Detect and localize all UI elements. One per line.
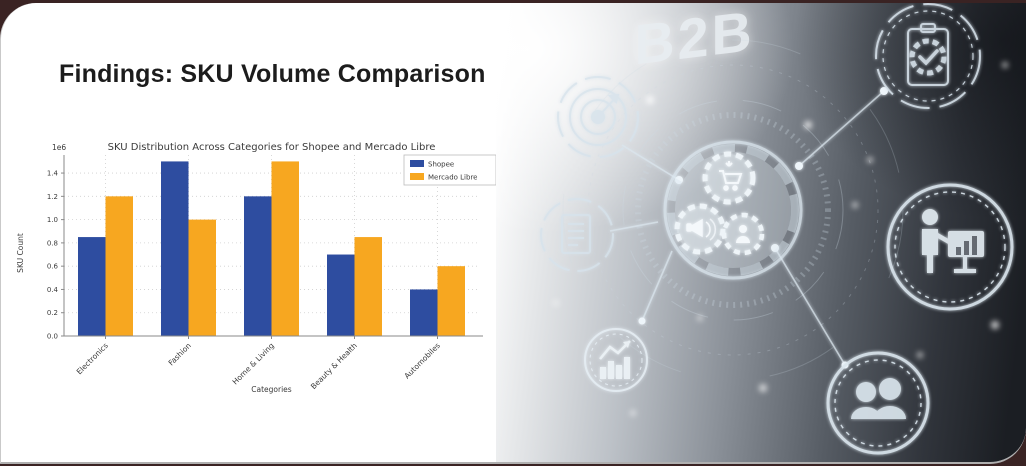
- hub-cart-gear-icon: [702, 151, 756, 205]
- hub-person-gear-icon: [721, 212, 765, 256]
- clipboard-check-icon: [875, 3, 981, 109]
- svg-text:Home & Living: Home & Living: [231, 341, 276, 386]
- bar-shopee: [327, 254, 355, 336]
- team-icon: [826, 351, 930, 455]
- svg-text:Beauty & Health: Beauty & Health: [309, 341, 359, 391]
- bar-mercado-libre: [188, 219, 216, 336]
- page-title: Findings: SKU Volume Comparison: [59, 60, 486, 88]
- svg-text:1.2: 1.2: [47, 193, 58, 201]
- bar-chart-trend-icon: [584, 328, 648, 392]
- bar-shopee: [244, 196, 272, 336]
- b2b-icons: [540, 3, 1014, 455]
- legend-label: Mercado Libre: [428, 174, 477, 182]
- sku-bar-chart: 0.0 0.2 0.4 0.6 0.8 1.0 1.2 1.4 1e6 Electronics Fa…: [7, 133, 507, 415]
- chart-bars: [78, 161, 465, 336]
- bar-mercado-libre: [354, 237, 382, 336]
- chart-title: SKU Distribution Across Categories for S…: [108, 142, 436, 153]
- svg-text:0.6: 0.6: [47, 263, 59, 271]
- chart-ylabel: SKU Count: [16, 233, 25, 273]
- slide-card: Findings: SKU Volume Comparison 0.0 0.2 0.…: [0, 3, 1026, 464]
- chart-offset-label: 1e6: [52, 143, 66, 152]
- bar-mercado-libre: [437, 266, 465, 336]
- bar-shopee: [410, 289, 438, 336]
- svg-text:0.4: 0.4: [47, 286, 59, 294]
- hub-orbit-arcs: [562, 39, 904, 381]
- svg-text:Electronics: Electronics: [75, 341, 110, 376]
- bar-shopee: [161, 161, 189, 336]
- bar-mercado-libre: [105, 196, 133, 336]
- chart-xlabel: Categories: [251, 385, 292, 394]
- connector-lines: [609, 90, 885, 366]
- svg-text:1.0: 1.0: [47, 216, 58, 224]
- b2b-graphic-panel: B2B: [496, 3, 1026, 462]
- svg-text:Automobiles: Automobiles: [402, 341, 441, 380]
- chart-xtick-labels: Electronics Fashion Home & Living Beauty & …: [75, 341, 442, 391]
- svg-text:0.0: 0.0: [47, 333, 58, 341]
- presenter-chart-icon: [886, 183, 1014, 311]
- target-icon: [557, 76, 639, 158]
- svg-text:0.8: 0.8: [47, 239, 58, 247]
- chart-axes: [61, 155, 483, 339]
- chart-ytick-labels: 0.0 0.2 0.4 0.6 0.8 1.0 1.2 1.4: [47, 170, 59, 341]
- b2b-hub: [663, 140, 803, 280]
- hub-megaphone-gear-icon: [674, 203, 726, 255]
- document-icon: [540, 198, 614, 272]
- bar-shopee: [78, 237, 106, 336]
- bar-mercado-libre: [271, 161, 299, 336]
- chart-canvas: 0.0 0.2 0.4 0.6 0.8 1.0 1.2 1.4 1e6 Electronics Fa…: [16, 142, 497, 394]
- chart-legend: Shopee Mercado Libre: [403, 154, 497, 186]
- legend-label: Shopee: [428, 161, 454, 169]
- svg-text:1.4: 1.4: [47, 170, 59, 178]
- svg-text:Fashion: Fashion: [167, 341, 194, 368]
- glow-dots: [553, 62, 1008, 416]
- svg-text:0.2: 0.2: [47, 309, 58, 317]
